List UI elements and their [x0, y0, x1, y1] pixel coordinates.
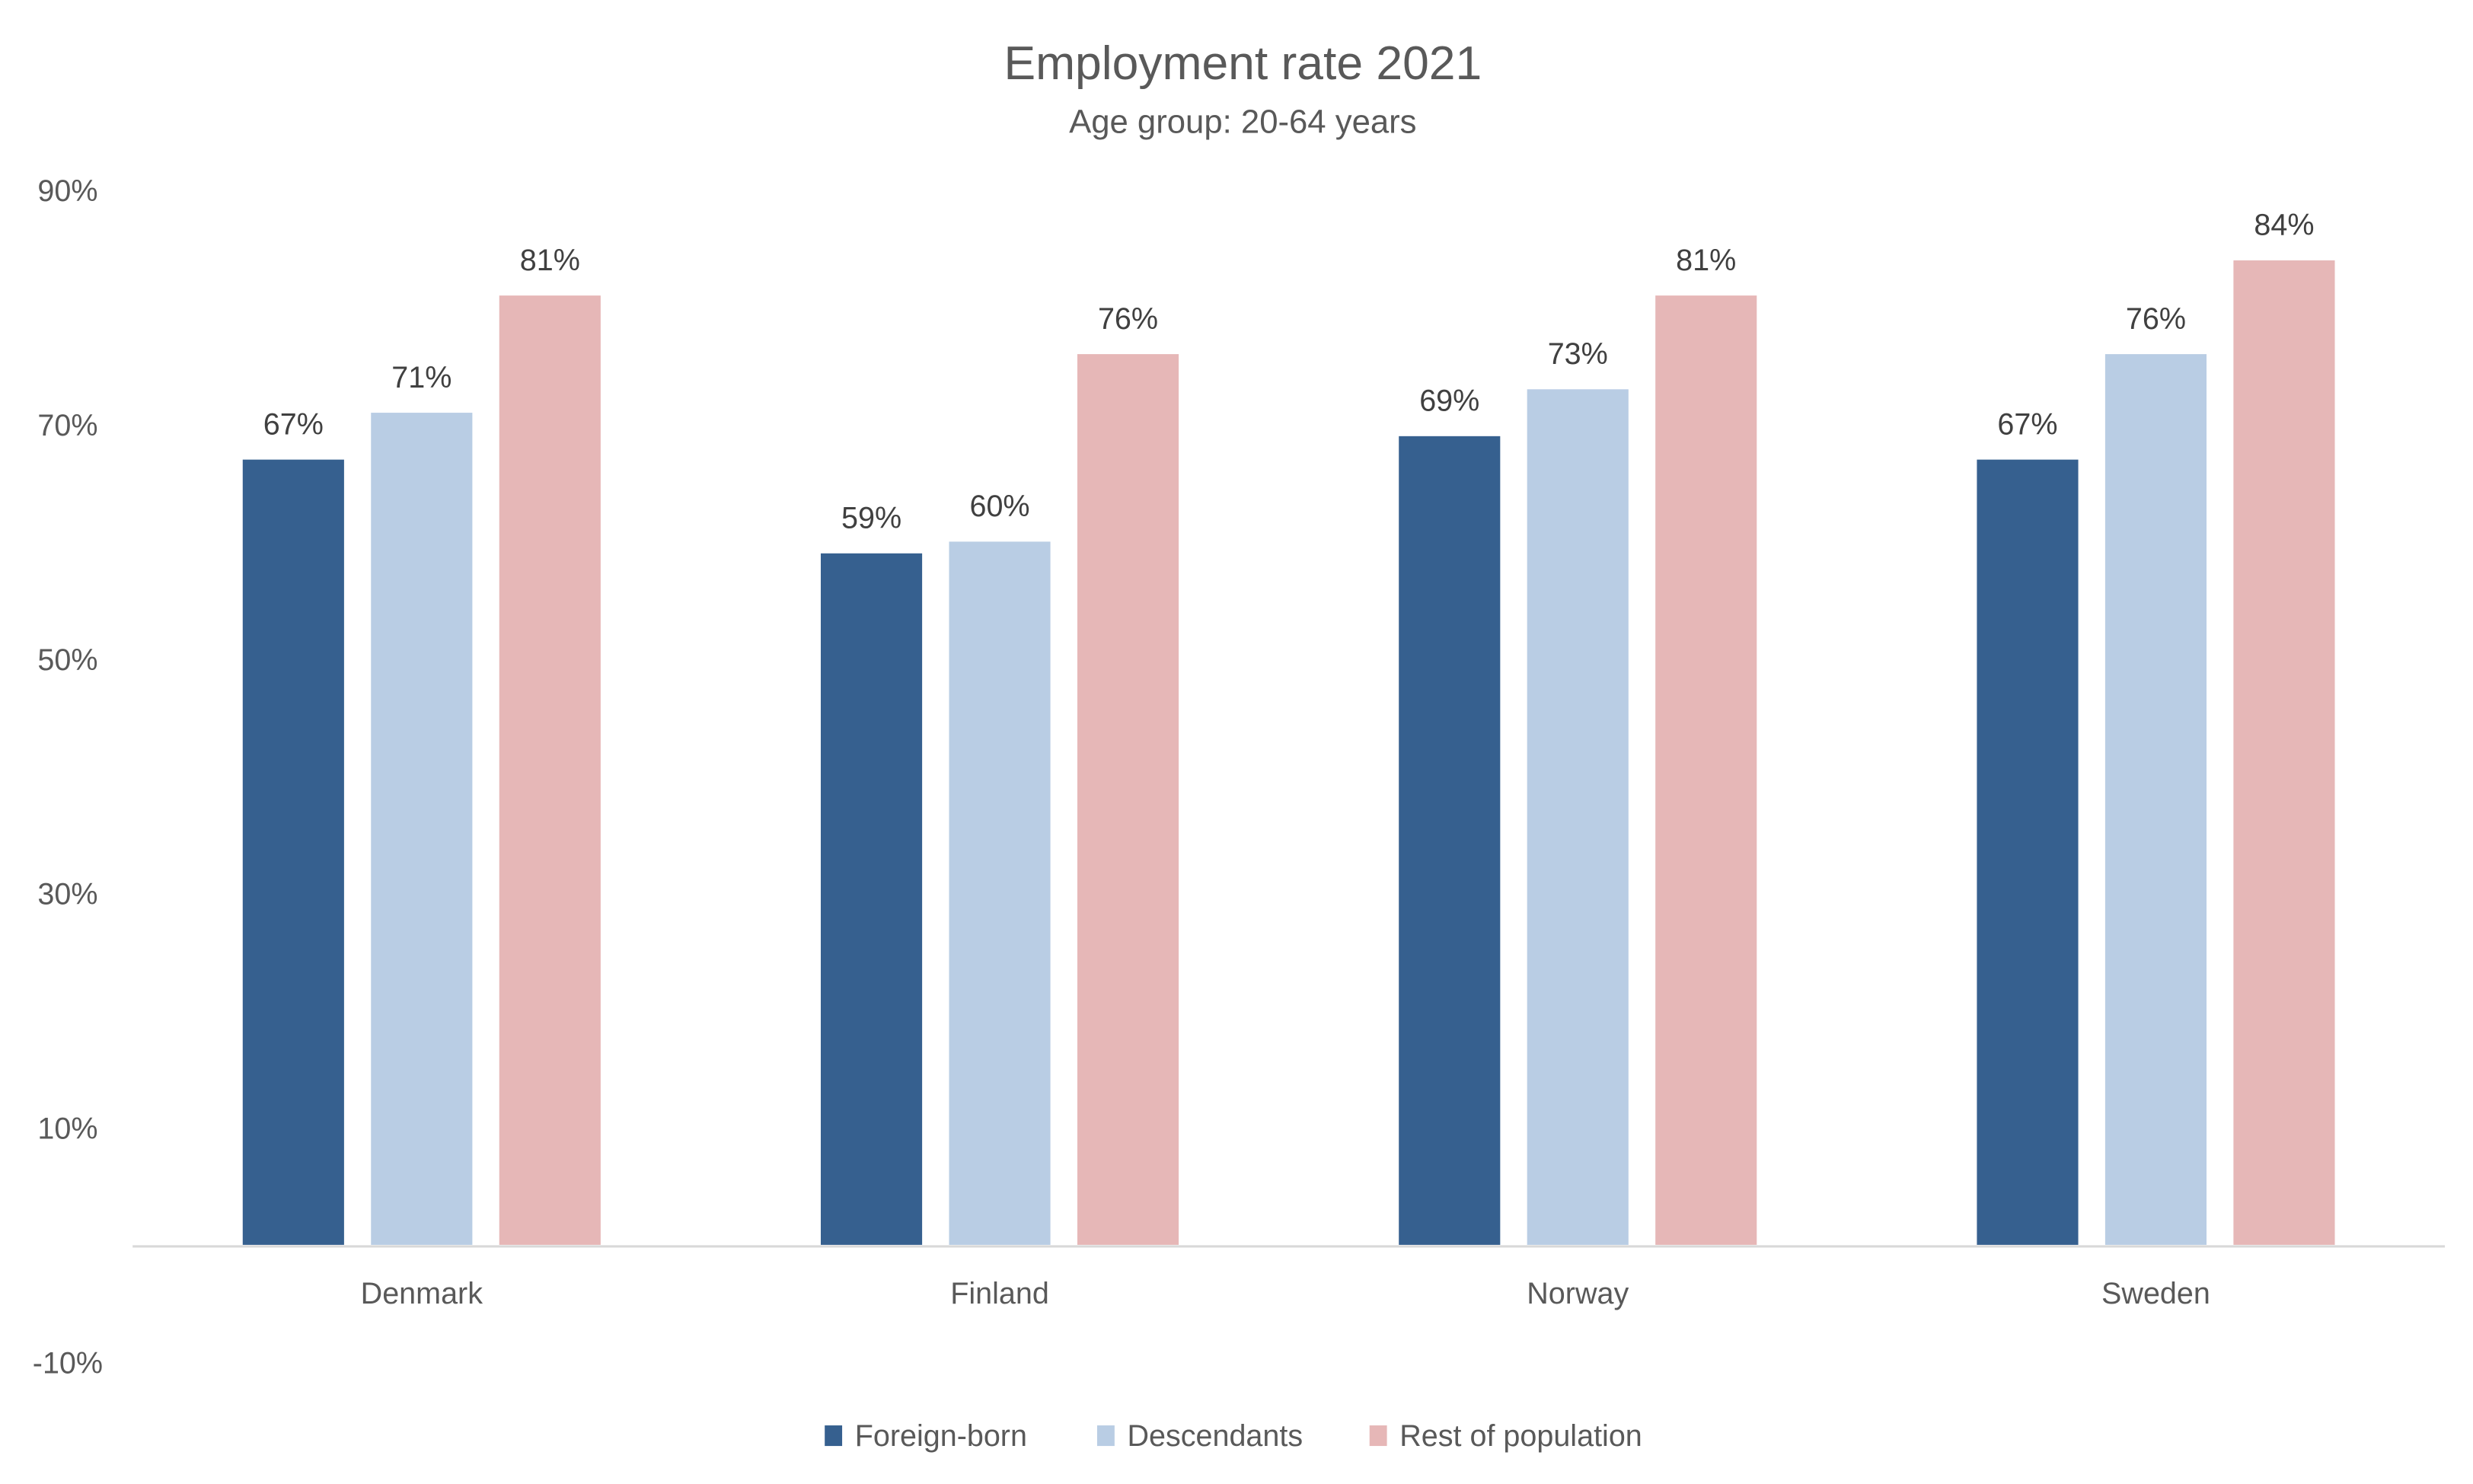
y-tick-label: 30% — [37, 878, 97, 911]
bar-descendants-denmark — [371, 413, 473, 1245]
x-axis: Denmark Finland Norway Sweden — [361, 1277, 2210, 1310]
legend-label: Foreign-born — [855, 1419, 1027, 1453]
y-tick-label: 50% — [37, 643, 97, 677]
legend-swatch-descendants — [1096, 1425, 1115, 1447]
y-tick-label: 90% — [37, 174, 97, 208]
bar-foreign-born-denmark — [242, 459, 344, 1245]
data-label: 73% — [1548, 337, 1608, 371]
data-label: 81% — [1676, 244, 1736, 277]
legend-swatch-foreign-born — [825, 1425, 843, 1447]
data-label: 81% — [520, 244, 580, 277]
bar-foreign-born-finland — [820, 553, 923, 1245]
y-axis: -10% 10% 30% 50% 70% 90% — [33, 174, 103, 1380]
data-label: 59% — [841, 501, 901, 535]
data-label: 76% — [2126, 302, 2186, 336]
x-tick-label: Finland — [950, 1277, 1049, 1310]
data-label: 69% — [1419, 385, 1479, 418]
bar-descendants-norway — [1527, 389, 1629, 1245]
bars: 67% 71% 81% 59% 60% 76% 69% 73% 81% 67% 76% 84% — [242, 209, 2335, 1245]
data-label: 71% — [391, 361, 452, 394]
bar-descendants-sweden — [2104, 354, 2207, 1245]
y-tick-label: 10% — [37, 1112, 97, 1146]
legend-label: Descendants — [1127, 1419, 1303, 1453]
legend-label: Rest of population — [1399, 1419, 1642, 1453]
legend: Foreign-born Descendants Rest of populatio… — [825, 1419, 1642, 1453]
bar-foreign-born-sweden — [1977, 459, 2079, 1245]
x-tick-label: Sweden — [2101, 1277, 2210, 1310]
bar-rest-of-population-norway — [1655, 295, 1757, 1245]
bar-rest-of-population-sweden — [2233, 260, 2335, 1245]
bar-foreign-born-norway — [1399, 436, 1501, 1245]
data-label: 84% — [2254, 209, 2314, 242]
bar-rest-of-population-finland — [1077, 354, 1179, 1245]
x-tick-label: Norway — [1527, 1277, 1629, 1310]
chart-subtitle: Age group: 20-64 years — [1069, 104, 1416, 141]
legend-swatch-rest-of-population — [1369, 1425, 1387, 1447]
x-tick-label: Denmark — [361, 1277, 483, 1310]
data-label: 76% — [1098, 302, 1158, 336]
data-label: 67% — [263, 407, 324, 441]
chart-title: Employment rate 2021 — [1004, 37, 1482, 90]
y-tick-label: 70% — [37, 409, 97, 442]
bar-rest-of-population-denmark — [499, 295, 601, 1245]
data-label: 60% — [969, 490, 1029, 523]
y-tick-label: -10% — [33, 1346, 103, 1380]
data-label: 67% — [1997, 407, 2057, 441]
bar-descendants-finland — [949, 541, 1051, 1245]
